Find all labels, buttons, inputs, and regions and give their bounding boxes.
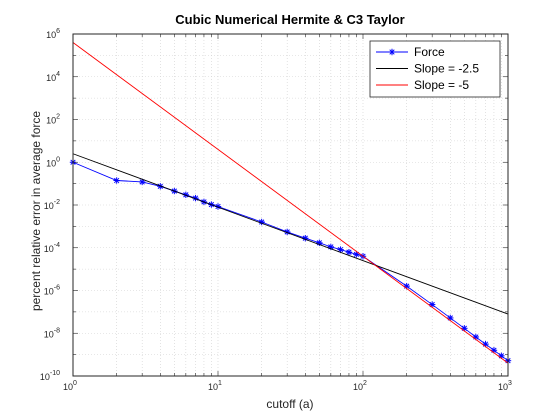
- x-tick-label: 103: [498, 380, 512, 392]
- data-point: [337, 246, 344, 253]
- y-tick-label: 10-4: [44, 242, 60, 254]
- y-tick-label: 106: [46, 28, 60, 40]
- data-point: [113, 177, 120, 184]
- legend-label-2: Slope = -5: [414, 78, 469, 92]
- y-tick-label: 10-8: [44, 327, 60, 339]
- series-line-1: [72, 153, 509, 315]
- data-point: [428, 301, 436, 308]
- legend-label-1: Slope = -2.5: [414, 62, 479, 76]
- data-point: [353, 251, 360, 258]
- x-tick-label: 102: [353, 380, 367, 392]
- y-tick-label: 10-2: [44, 199, 60, 211]
- series-line-2: [72, 42, 509, 364]
- chart-title: Cubic Numerical Hermite & C3 Taylor: [175, 12, 405, 27]
- y-tick-label: 104: [46, 71, 60, 83]
- y-tick-label: 10-6: [44, 285, 60, 297]
- y-tick-label: 100: [46, 156, 60, 168]
- y-axis-label: percent relative error in average force: [29, 111, 43, 311]
- legend: Force Slope = -2.5 Slope = -5: [369, 40, 501, 98]
- legend-marker: [388, 48, 396, 56]
- x-tick-label: 101: [208, 380, 222, 392]
- y-tick-label: 102: [46, 114, 60, 126]
- x-tick-label: 100: [63, 380, 77, 392]
- legend-label-0: Force: [414, 45, 445, 59]
- ticks: 100 101 102 103 10-10 10-8 10-6 10-4 10-2 100 102 1…: [40, 28, 512, 392]
- y-tick-label: 10-10: [40, 370, 60, 382]
- x-axis-label: cutoff (a): [266, 397, 313, 411]
- data-point: [345, 248, 353, 256]
- data-point: [138, 178, 146, 186]
